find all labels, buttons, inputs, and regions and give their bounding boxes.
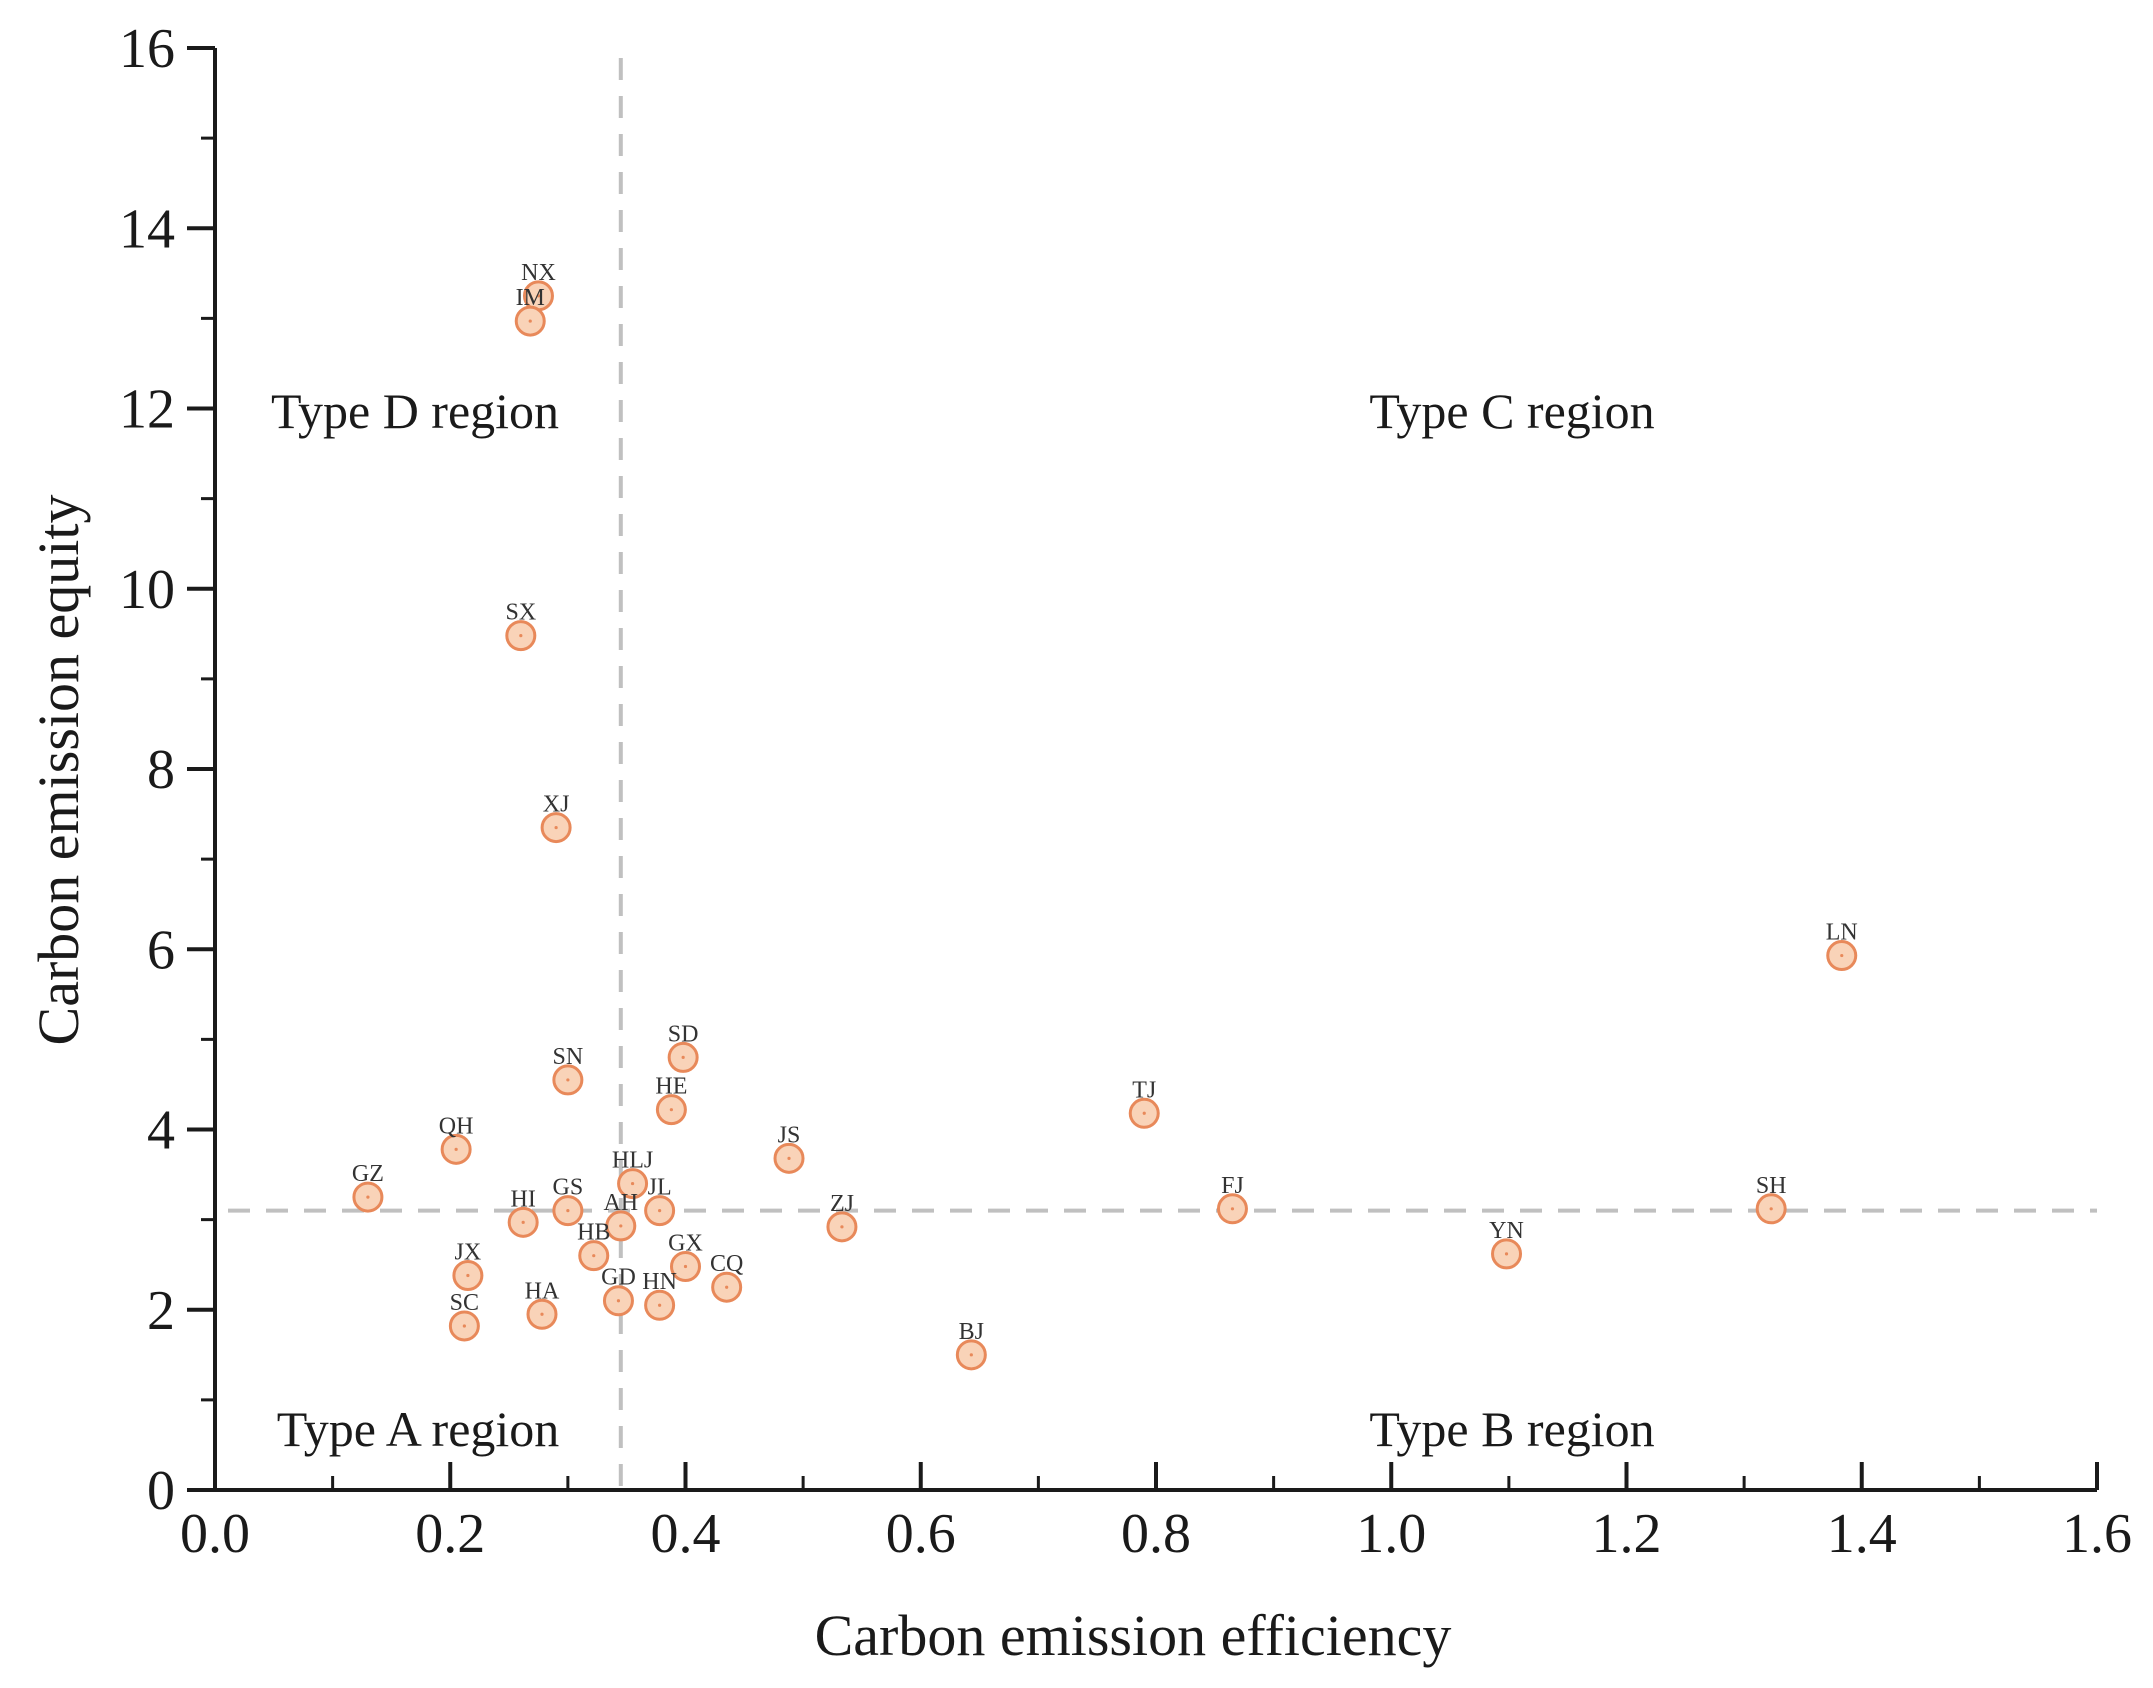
point-label-gz: GZ <box>352 1161 384 1187</box>
point-label-hb: HB <box>577 1220 610 1246</box>
x-tick-label: 0.6 <box>886 1503 956 1565</box>
x-tick-label: 1.2 <box>1592 1503 1662 1565</box>
point-center-dot <box>658 1209 662 1213</box>
point-center-dot <box>554 825 558 830</box>
y-tick-label: 0 <box>147 1460 175 1522</box>
y-tick-label: 2 <box>147 1280 175 1342</box>
point-center-dot <box>536 294 541 298</box>
point-center-dot <box>725 1285 729 1289</box>
point-label-ha: HA <box>525 1278 560 1304</box>
y-tick-label: 4 <box>147 1100 175 1162</box>
point-center-dot <box>630 1181 635 1186</box>
point-center-dot <box>840 1225 844 1229</box>
point-center-dot <box>566 1209 570 1213</box>
point-center-dot <box>521 1220 525 1224</box>
x-tick-label: 1.4 <box>1827 1503 1897 1565</box>
point-center-dot <box>616 1299 621 1303</box>
axes: 0 2 4 6 8 10 12 14 16 0.0 0.2 0.4 0.6 0.8 1.0 1.2 1.4 1.6 <box>119 18 2132 1565</box>
point-center-dot <box>1142 1111 1146 1115</box>
point-label-ah: AH <box>603 1190 638 1216</box>
point-label-jx: JX <box>455 1240 482 1266</box>
x-tick-label: 1.6 <box>2062 1503 2132 1565</box>
point-label-sn: SN <box>553 1044 584 1070</box>
region-label-type-a: Type A region <box>277 1401 560 1457</box>
point-label-gs: GS <box>553 1175 584 1201</box>
point-label-he: HE <box>655 1074 687 1100</box>
point-label-gd: GD <box>601 1265 636 1291</box>
point-center-dot <box>787 1156 791 1160</box>
point-center-dot <box>969 1353 973 1357</box>
y-axis-title: Carbon emission equity <box>26 495 91 1046</box>
point-label-sh: SH <box>1756 1173 1787 1199</box>
point-label-ln: LN <box>1826 920 1858 946</box>
x-tick-label: 1.0 <box>1356 1503 1426 1565</box>
x-tick-label: 0.2 <box>415 1503 485 1565</box>
point-label-hi: HI <box>511 1186 536 1212</box>
region-label-type-b: Type B region <box>1369 1401 1654 1457</box>
x-tick-label: 0.8 <box>1121 1503 1191 1565</box>
point-label-xj: XJ <box>543 792 570 818</box>
x-tick-label: 0.0 <box>180 1503 250 1565</box>
point-label-jl: JL <box>648 1175 672 1201</box>
point-center-dot <box>519 634 523 638</box>
point-center-dot <box>683 1264 688 1269</box>
point-center-dot <box>1840 953 1844 958</box>
region-label-type-c: Type C region <box>1369 383 1654 439</box>
point-label-nx: NX <box>521 260 556 286</box>
point-center-dot <box>658 1303 662 1307</box>
point-label-sc: SC <box>450 1290 479 1316</box>
point-label-hn: HN <box>642 1269 677 1295</box>
point-label-qh: QH <box>439 1113 474 1139</box>
y-tick-label: 14 <box>119 198 175 260</box>
y-tick-label: 8 <box>147 739 175 801</box>
point-center-dot <box>454 1147 458 1151</box>
point-label-yn: YN <box>1489 1218 1524 1244</box>
threshold-lines <box>228 58 2097 1490</box>
point-label-fj: FJ <box>1221 1173 1244 1199</box>
point-label-bj: BJ <box>959 1319 984 1345</box>
point-center-dot <box>466 1273 470 1278</box>
point-label-tj: TJ <box>1132 1077 1156 1103</box>
y-tick-label: 16 <box>119 18 175 80</box>
point-label-sd: SD <box>668 1021 699 1047</box>
point-center-dot <box>528 319 532 323</box>
point-label-hlj: HLJ <box>612 1148 653 1174</box>
region-labels: Type D region Type C region Type A regio… <box>271 383 1655 1457</box>
y-tick-label: 10 <box>119 559 175 621</box>
point-center-dot <box>1230 1207 1235 1211</box>
point-center-dot <box>566 1078 570 1082</box>
point-center-dot <box>462 1324 466 1328</box>
x-tick-label: 0.4 <box>651 1503 721 1565</box>
point-label-zj: ZJ <box>830 1191 854 1217</box>
point-center-dot <box>681 1055 685 1059</box>
point-center-dot <box>619 1224 623 1228</box>
point-center-dot <box>669 1108 673 1112</box>
point-center-dot <box>540 1312 544 1316</box>
y-tick-label: 12 <box>119 379 175 441</box>
region-label-type-d: Type D region <box>271 383 559 439</box>
x-axis-title: Carbon emission efficiency <box>815 1603 1452 1668</box>
point-label-im: IM <box>516 285 545 311</box>
point-label-js: JS <box>778 1122 801 1148</box>
y-tick-label: 6 <box>147 919 175 981</box>
point-center-dot <box>592 1254 596 1258</box>
point-label-sx: SX <box>505 600 536 626</box>
point-label-cq: CQ <box>710 1251 743 1277</box>
point-center-dot <box>366 1195 370 1199</box>
point-label-gx: GX <box>668 1230 703 1256</box>
point-center-dot <box>1504 1252 1509 1256</box>
point-center-dot <box>1769 1207 1773 1211</box>
